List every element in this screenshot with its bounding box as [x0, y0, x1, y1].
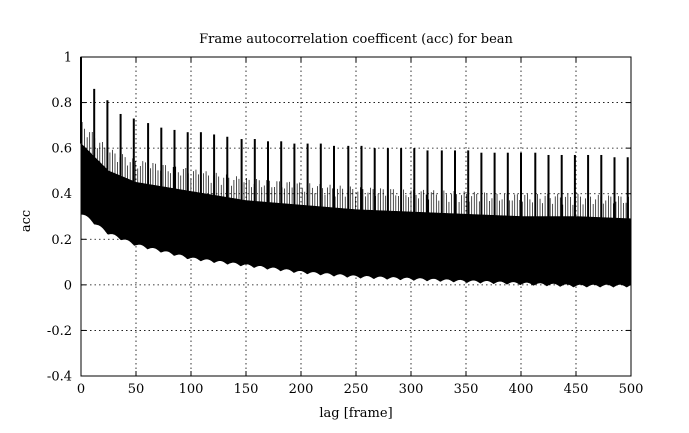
y-tick-label: -0.4 — [47, 370, 72, 385]
y-axis-label: acc — [19, 210, 34, 232]
x-tick-label: 350 — [454, 382, 479, 397]
x-tick-label: 200 — [289, 382, 314, 397]
x-tick-label: 500 — [619, 382, 644, 397]
data-layer — [80, 57, 632, 288]
x-tick-label: 0 — [77, 382, 85, 397]
x-tick-label: 50 — [128, 382, 145, 397]
x-tick-label: 100 — [179, 382, 204, 397]
x-tick-labels: 0 50 100 150 200 250 300 350 400 450 500 — [77, 382, 644, 397]
x-tick-label: 150 — [234, 382, 259, 397]
x-tick-label: 250 — [344, 382, 369, 397]
y-tick-labels: 1 0.8 0.6 0.4 0.2 0 -0.2 -0.4 — [47, 51, 72, 385]
y-tick-label: 0.8 — [51, 96, 72, 111]
y-tick-label: -0.2 — [47, 324, 72, 339]
y-tick-label: 1 — [64, 51, 72, 66]
y-tick-label: 0.2 — [51, 233, 72, 248]
x-axis-label: lag [frame] — [319, 406, 392, 421]
chart-title: Frame autocorrelation coefficent (acc) f… — [199, 32, 513, 47]
x-tick-label: 300 — [399, 382, 424, 397]
x-tick-label: 400 — [509, 382, 534, 397]
x-tick-label: 450 — [564, 382, 589, 397]
y-tick-label: 0.6 — [51, 142, 72, 157]
tick-marks — [80, 56, 632, 377]
y-tick-label: 0 — [64, 278, 72, 293]
y-tick-label: 0.4 — [51, 187, 72, 202]
